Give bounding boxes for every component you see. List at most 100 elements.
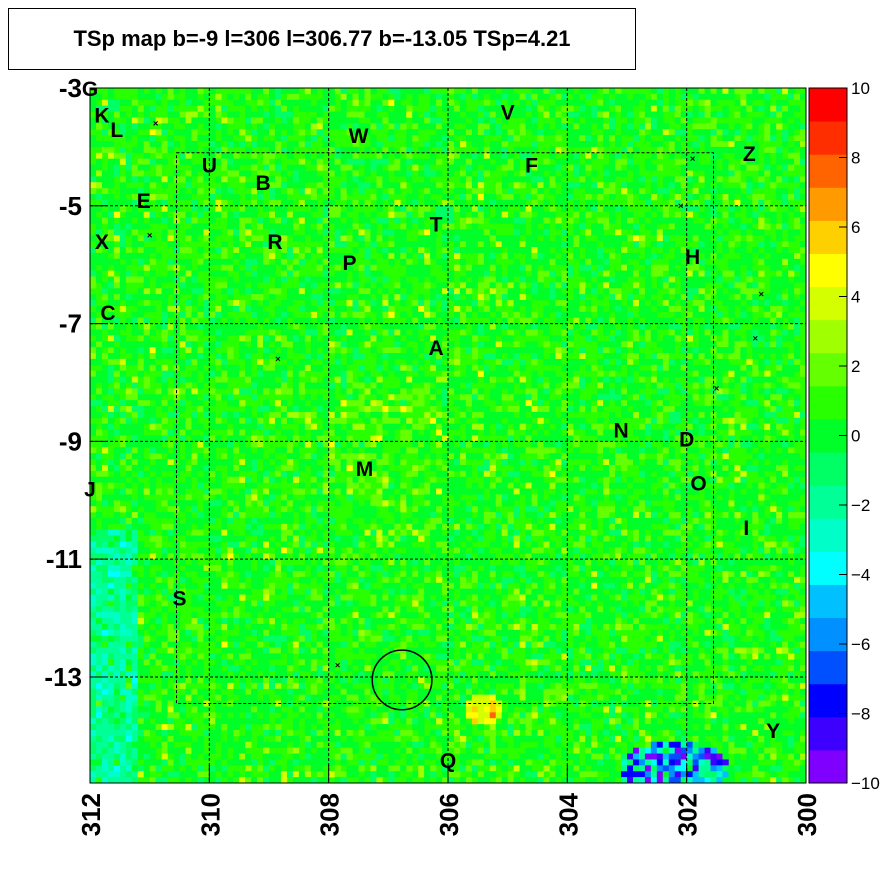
heatmap-cell xyxy=(263,300,270,307)
heatmap-cell xyxy=(388,111,395,118)
heatmap-cell xyxy=(668,317,676,324)
heatmap-cell xyxy=(525,123,532,130)
heatmap-cell xyxy=(310,188,318,195)
heatmap-cell xyxy=(627,235,634,242)
heatmap-cell xyxy=(304,394,312,401)
heatmap-cell xyxy=(740,317,747,324)
heatmap-cell xyxy=(95,353,103,360)
heatmap-cell xyxy=(119,182,127,189)
heatmap-cell xyxy=(483,417,491,425)
heatmap-cell xyxy=(161,347,168,354)
heatmap-cell xyxy=(191,188,198,195)
heatmap-cell xyxy=(346,93,353,101)
heatmap-cell xyxy=(227,111,234,118)
heatmap-cell xyxy=(203,329,210,336)
heatmap-cell xyxy=(662,406,670,413)
heatmap-cell xyxy=(621,394,628,401)
heatmap-cell xyxy=(179,288,186,295)
heatmap-cell xyxy=(716,88,723,95)
heatmap-cell xyxy=(471,223,479,230)
heatmap-cell xyxy=(644,411,652,419)
heatmap-cell xyxy=(788,447,795,454)
heatmap-cell xyxy=(400,429,407,436)
heatmap-cell xyxy=(770,241,777,248)
heatmap-cell xyxy=(513,111,520,118)
heatmap-cell xyxy=(113,459,121,466)
heatmap-cell xyxy=(107,258,115,265)
heatmap-cell xyxy=(286,459,294,466)
heatmap-cell xyxy=(424,182,431,189)
heatmap-cell xyxy=(704,276,711,283)
heatmap-cell xyxy=(137,464,144,472)
heatmap-cell xyxy=(788,205,795,212)
heatmap-cell xyxy=(722,158,729,165)
heatmap-cell xyxy=(310,335,318,342)
heatmap-cell xyxy=(274,229,282,236)
heatmap-cell xyxy=(650,376,658,383)
heatmap-cell xyxy=(418,211,425,218)
heatmap-cell xyxy=(209,341,216,348)
heatmap-cell xyxy=(221,158,228,165)
heatmap-cell xyxy=(722,188,729,195)
heatmap-cell xyxy=(406,429,413,436)
heatmap-cell xyxy=(632,353,640,360)
heatmap-cell xyxy=(668,241,676,248)
heatmap-cell xyxy=(531,282,538,289)
heatmap-cell xyxy=(346,205,353,212)
heatmap-cell xyxy=(185,376,192,383)
heatmap-cell xyxy=(603,447,610,454)
heatmap-cell xyxy=(358,123,365,130)
heatmap-cell xyxy=(119,247,127,254)
heatmap-cell xyxy=(692,347,699,354)
heatmap-cell xyxy=(728,423,735,430)
heatmap-cell xyxy=(531,252,538,260)
heatmap-cell xyxy=(764,105,771,112)
heatmap-cell xyxy=(477,341,485,348)
heatmap-cell xyxy=(328,211,335,218)
heatmap-cell xyxy=(113,464,121,472)
heatmap-cell xyxy=(90,282,97,289)
heatmap-cell xyxy=(334,146,341,154)
heatmap-cell xyxy=(662,105,670,112)
heatmap-cell xyxy=(298,199,306,207)
heatmap-cell xyxy=(448,223,455,230)
heatmap-cell xyxy=(137,217,144,224)
heatmap-cell xyxy=(746,376,753,383)
heatmap-cell xyxy=(352,388,359,395)
heatmap-cell xyxy=(101,317,109,324)
heatmap-cell xyxy=(627,117,634,124)
heatmap-cell xyxy=(406,105,413,112)
heatmap-cell xyxy=(316,406,323,413)
heatmap-cell xyxy=(561,323,568,330)
heatmap-cell xyxy=(197,464,204,472)
heatmap-cell xyxy=(680,406,687,413)
heatmap-cell xyxy=(352,288,359,295)
heatmap-cell xyxy=(537,135,544,142)
heatmap-cell xyxy=(412,199,419,207)
heatmap-cell xyxy=(609,176,616,183)
heatmap-cell xyxy=(412,270,419,277)
heatmap-cell xyxy=(400,447,407,454)
heatmap-cell xyxy=(280,241,288,248)
heatmap-cell xyxy=(191,276,198,283)
heatmap-cell xyxy=(740,400,747,407)
heatmap-cell xyxy=(686,323,693,330)
heatmap-cell xyxy=(269,252,276,260)
heatmap-cell xyxy=(286,358,294,366)
heatmap-cell xyxy=(358,406,365,413)
heatmap-cell xyxy=(728,353,735,360)
heatmap-cell xyxy=(585,364,592,372)
heatmap-cell xyxy=(245,211,252,218)
heatmap-cell xyxy=(328,429,335,436)
heatmap-cell xyxy=(430,305,437,313)
heatmap-cell xyxy=(453,435,461,442)
heatmap-cell xyxy=(507,129,514,136)
heatmap-cell xyxy=(304,199,312,207)
heatmap-cell xyxy=(149,182,156,189)
heatmap-cell xyxy=(418,394,425,401)
heatmap-cell xyxy=(543,388,550,395)
heatmap-cell xyxy=(483,158,491,165)
heatmap-cell xyxy=(698,123,705,130)
heatmap-cell xyxy=(161,276,168,283)
heatmap-cell xyxy=(388,241,395,248)
